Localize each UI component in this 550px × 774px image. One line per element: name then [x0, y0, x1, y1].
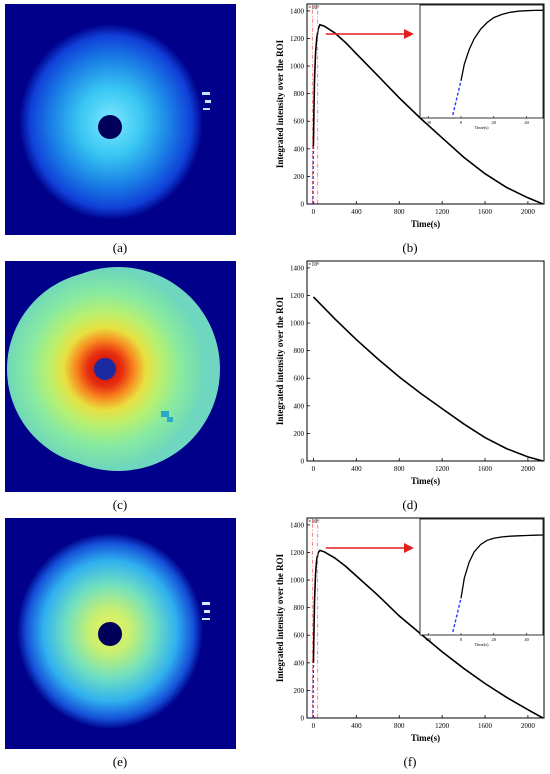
caption-f: (f) — [403, 754, 417, 769]
x-tick-label: 1600 — [478, 208, 493, 216]
caption-a: (a) — [112, 240, 128, 255]
y-multiplier: ×10⁶ — [308, 5, 319, 11]
inset-x-label: Time(s) — [474, 125, 489, 130]
y-tick-label: 600 — [294, 632, 305, 640]
inset-x-tick-label: 0 — [460, 637, 463, 642]
speckle-image-a — [19, 24, 211, 220]
y-tick-label: 400 — [294, 402, 305, 410]
x-tick-label: 2000 — [521, 465, 536, 473]
inset-x-label: Time(s) — [474, 642, 489, 647]
y-tick-label: 800 — [294, 604, 305, 612]
y-tick-label: 1200 — [290, 35, 305, 43]
y-multiplier: ×10⁶ — [308, 519, 319, 525]
y-tick-label: 1400 — [290, 264, 305, 272]
x-tick-label: 1200 — [435, 208, 450, 216]
series-line — [312, 296, 544, 462]
inset-x-tick-label: 40 — [524, 637, 529, 642]
y-tick-label: 200 — [294, 173, 305, 181]
y-tick-label: 1000 — [290, 320, 305, 328]
center-hole — [98, 622, 122, 646]
x-tick-label: 1600 — [478, 722, 493, 730]
y-axis-label: Integrated intensity over the ROI — [275, 296, 285, 425]
inset-series-pre — [452, 598, 462, 633]
caption-e: (e) — [112, 754, 128, 769]
zoom-window — [311, 6, 319, 204]
x-tick-label: 1600 — [478, 465, 493, 473]
y-tick-label: 400 — [294, 659, 305, 667]
inset-x-tick-label: 20 — [492, 120, 497, 125]
x-tick-label: 800 — [394, 465, 405, 473]
y-tick-label: 800 — [294, 347, 305, 355]
x-tick-label: 0 — [312, 722, 316, 730]
series-line-pre — [312, 662, 315, 719]
x-axis-label: Time(s) — [411, 219, 440, 229]
inset-x-tick-label: -20 — [425, 637, 432, 642]
caption-c: (c) — [112, 497, 128, 512]
x-tick-label: 800 — [394, 722, 405, 730]
y-tick-label: 1200 — [290, 292, 305, 300]
zoom-window — [311, 520, 319, 718]
x-tick-label: 2000 — [521, 208, 536, 216]
series-line — [312, 23, 544, 205]
center-hole — [94, 358, 116, 380]
y-axis-label: Integrated intensity over the ROI — [275, 553, 285, 682]
image-panel-a — [5, 4, 236, 235]
image-panel-e — [5, 518, 236, 749]
inset-x-tick-label: 0 — [460, 120, 463, 125]
y-tick-label: 1200 — [290, 549, 305, 557]
series-line — [312, 549, 544, 719]
series-line-pre — [312, 146, 315, 205]
plot-frame — [306, 3, 545, 205]
y-tick-label: 400 — [294, 145, 305, 153]
x-axis-label: Time(s) — [411, 733, 440, 743]
inset-x-tick-label: 20 — [492, 637, 497, 642]
y-tick-label: 0 — [301, 201, 305, 209]
x-tick-label: 1200 — [435, 722, 450, 730]
y-tick-label: 1000 — [290, 577, 305, 585]
x-tick-label: 1200 — [435, 465, 450, 473]
y-tick-label: 200 — [294, 430, 305, 438]
y-tick-label: 0 — [301, 715, 305, 723]
x-tick-label: 0 — [312, 465, 316, 473]
y-tick-label: 0 — [301, 458, 305, 466]
chart-d: 0 200 400 600 800 1000 1200 1400 0 400 800 1200 1600… — [275, 260, 545, 486]
inset-series-line — [460, 9, 544, 81]
image-panel-c — [5, 261, 236, 492]
caption-b: (b) — [402, 240, 418, 255]
speckle-image-e — [17, 533, 210, 729]
inset-series-pre — [452, 80, 462, 116]
y-tick-label: 1400 — [290, 521, 305, 529]
x-tick-label: 0 — [312, 208, 316, 216]
y-tick-label: 1000 — [290, 63, 305, 71]
y-tick-label: 600 — [294, 118, 305, 126]
y-axis-label: Integrated intensity over the ROI — [275, 39, 285, 168]
x-tick-label: 2000 — [521, 722, 536, 730]
y-tick-label: 800 — [294, 90, 305, 98]
y-tick-label: 600 — [294, 375, 305, 383]
plot-frame — [306, 517, 545, 719]
speckle-image-c — [7, 267, 220, 471]
zoom-arrow-head — [404, 543, 414, 553]
x-tick-label: 800 — [394, 208, 405, 216]
x-axis-label: Time(s) — [411, 476, 440, 486]
y-multiplier: ×10⁶ — [308, 262, 319, 268]
plot-frame — [306, 260, 545, 462]
x-tick-label: 400 — [351, 208, 362, 216]
y-tick-label: 1400 — [290, 7, 305, 15]
inset-x-tick-label: 40 — [524, 120, 529, 125]
center-hole — [98, 115, 122, 139]
inset-frame — [419, 518, 544, 636]
inset-frame — [419, 4, 544, 119]
zoom-arrow-head — [404, 29, 414, 39]
inset-x-tick-label: -20 — [425, 120, 432, 125]
x-tick-label: 400 — [351, 722, 362, 730]
caption-d: (d) — [402, 497, 418, 512]
inset-series-line — [460, 534, 544, 599]
x-tick-label: 400 — [351, 465, 362, 473]
y-tick-label: 200 — [294, 687, 305, 695]
